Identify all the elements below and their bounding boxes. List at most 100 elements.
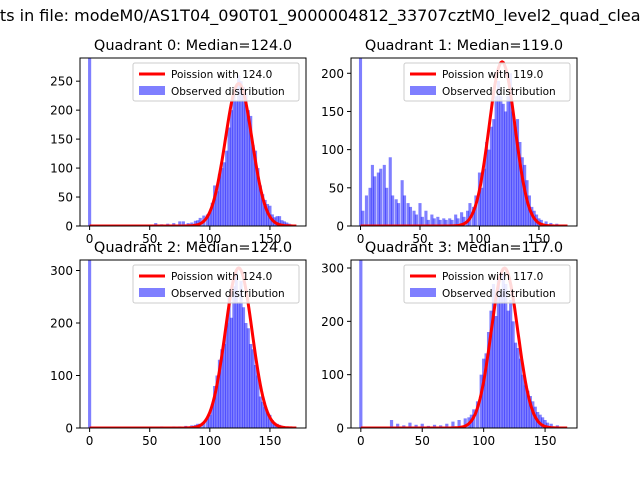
x-tick-label: 100 bbox=[198, 434, 221, 448]
histogram-bar bbox=[253, 365, 258, 428]
histogram-bar bbox=[208, 414, 212, 428]
histogram-bar bbox=[251, 349, 255, 428]
x-tick-label: 50 bbox=[142, 434, 157, 448]
histogram-bar bbox=[541, 417, 545, 428]
histogram-bar bbox=[511, 111, 515, 226]
histogram-bar bbox=[265, 412, 270, 428]
legend-observed-label: Observed distribution bbox=[171, 288, 285, 300]
histogram-bar bbox=[508, 73, 512, 226]
y-tick-label: 0 bbox=[65, 220, 73, 234]
histogram-bar bbox=[545, 422, 550, 428]
histogram-bar bbox=[501, 103, 505, 226]
legend-observed-label: Observed distribution bbox=[442, 288, 556, 300]
histogram-bar bbox=[361, 210, 365, 226]
histogram-bar bbox=[388, 157, 392, 226]
histogram-bar bbox=[492, 119, 496, 226]
histogram-bar bbox=[205, 418, 209, 428]
subplot-quadrant-3: Quadrant 3: Median=117.0 0 50 100 150 0 100 200… bbox=[321, 240, 578, 448]
x-tick-label: 150 bbox=[258, 434, 281, 448]
histogram-bar bbox=[402, 195, 407, 226]
x-tick-label: 0 bbox=[86, 232, 94, 246]
y-tick-label: 300 bbox=[50, 264, 73, 278]
histogram-bar bbox=[463, 418, 467, 428]
histogram-bar bbox=[457, 420, 461, 428]
histogram-bar bbox=[227, 296, 231, 428]
legend-poisson-label: Poission with 124.0 bbox=[171, 69, 272, 81]
legend: Poission with 124.0 Observed distribution bbox=[132, 62, 300, 102]
histogram-bar bbox=[232, 286, 236, 428]
histogram-bar bbox=[445, 423, 449, 428]
histogram-bar bbox=[229, 110, 234, 226]
histogram-bar bbox=[210, 404, 214, 428]
histogram-bar bbox=[462, 216, 466, 226]
histogram-bar bbox=[448, 218, 452, 226]
subplot-grid: Quadrant 0: Median=124.0 0 50 100 150 0 50 100 1… bbox=[50, 38, 578, 448]
x-tick-label: 50 bbox=[412, 232, 427, 246]
histogram-bar bbox=[454, 214, 458, 226]
histogram-bar bbox=[549, 423, 553, 428]
y-tick-label: 250 bbox=[50, 75, 73, 89]
x-tick-label: 150 bbox=[534, 434, 557, 448]
histogram-bar bbox=[396, 423, 400, 428]
histogram-bar bbox=[504, 111, 508, 226]
histogram-bar bbox=[528, 396, 532, 428]
histogram-bar bbox=[504, 284, 508, 428]
histogram-bar bbox=[544, 221, 548, 226]
x-tick-label: 0 bbox=[86, 434, 94, 448]
histogram-bar bbox=[244, 92, 248, 226]
histogram-bar bbox=[506, 96, 510, 226]
histogram-bar bbox=[244, 323, 248, 428]
histogram-bar bbox=[225, 150, 229, 226]
histogram-bar bbox=[213, 185, 217, 226]
y-tick-label: 50 bbox=[329, 181, 344, 195]
histogram-bar bbox=[509, 300, 513, 428]
y-tick-label: 200 bbox=[321, 67, 344, 81]
histogram-bar bbox=[181, 221, 185, 226]
histogram-bar bbox=[543, 420, 547, 428]
histogram-bar bbox=[479, 374, 483, 428]
histogram-bar bbox=[205, 214, 209, 226]
histogram-bar bbox=[389, 420, 394, 428]
y-tick-label: 100 bbox=[321, 368, 344, 382]
legend: Poission with 124.0 Observed distribution bbox=[132, 264, 300, 304]
histogram-bar bbox=[215, 375, 219, 428]
histogram-bar bbox=[460, 212, 464, 226]
legend-observed-swatch bbox=[410, 288, 436, 297]
histogram-bar bbox=[88, 58, 92, 226]
legend-observed-label: Observed distribution bbox=[442, 86, 556, 98]
histogram-bar bbox=[241, 307, 246, 428]
legend-box bbox=[132, 264, 300, 304]
histogram-bar bbox=[208, 211, 212, 226]
histogram-bar bbox=[420, 423, 424, 428]
histogram-bar bbox=[480, 187, 484, 226]
histogram-bar bbox=[456, 218, 460, 226]
histogram-bar bbox=[217, 359, 222, 428]
histogram-bar bbox=[222, 344, 226, 428]
histogram-bar bbox=[270, 420, 274, 428]
histogram-bar bbox=[400, 180, 404, 226]
histogram-bar bbox=[358, 58, 363, 226]
histogram-bar bbox=[477, 172, 482, 226]
subplot-quadrant-2: Quadrant 2: Median=124.0 0 50 100 150 0 100 200… bbox=[50, 240, 307, 448]
plot-area bbox=[359, 260, 568, 428]
x-tick-label: 150 bbox=[527, 232, 550, 246]
y-tick-label: 0 bbox=[336, 220, 344, 234]
x-tick-label: 0 bbox=[357, 434, 365, 448]
x-tick-label: 0 bbox=[357, 232, 365, 246]
histogram-bar bbox=[516, 348, 520, 428]
subplot-title: Quadrant 3: Median=117.0 bbox=[365, 240, 563, 256]
histogram-bar bbox=[487, 149, 491, 226]
histogram-bar bbox=[526, 390, 530, 428]
axes-frame bbox=[79, 57, 307, 227]
histogram-bar bbox=[538, 414, 542, 428]
y-tick-label: 0 bbox=[65, 422, 73, 436]
subplot-title: Quadrant 0: Median=124.0 bbox=[94, 38, 292, 54]
histogram-bar bbox=[213, 386, 217, 428]
histogram-bar bbox=[489, 310, 493, 428]
histogram-bar bbox=[482, 358, 486, 428]
histogram-bar bbox=[501, 273, 505, 428]
legend-box bbox=[403, 264, 571, 304]
subplot-title: Quadrant 2: Median=124.0 bbox=[94, 240, 292, 256]
histogram-bar bbox=[523, 385, 528, 428]
